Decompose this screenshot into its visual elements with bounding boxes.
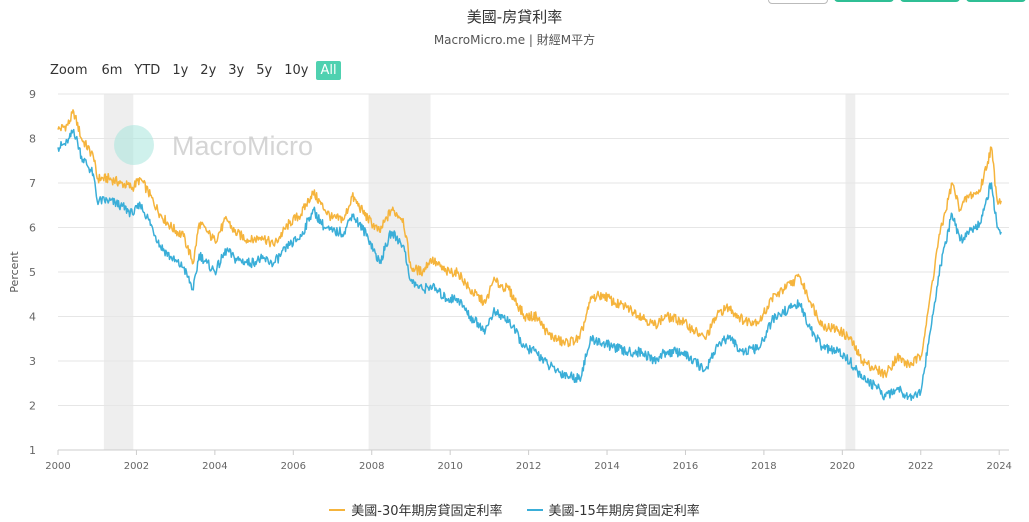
export-button-2[interactable]: [834, 0, 894, 2]
x-tick-label: 2014: [594, 461, 619, 472]
x-tick-label: 2024: [986, 461, 1011, 472]
series-lines: [57, 109, 1002, 402]
watermark: MacroMicro: [114, 125, 313, 165]
zoom-label: Zoom: [50, 62, 88, 78]
y-tick-label: 2: [29, 400, 36, 413]
watermark-logo-icon: [114, 125, 154, 165]
y-tick-label: 7: [29, 177, 36, 190]
legend: 美國-30年期房貸固定利率 美國-15年期房貸固定利率: [0, 500, 1029, 519]
legend-item-30y[interactable]: 美國-30年期房貸固定利率: [329, 500, 503, 519]
y-tick-label: 4: [29, 311, 36, 324]
series-line-15y[interactable]: [57, 128, 1002, 402]
x-tick-label: 2002: [124, 461, 149, 472]
range-button-10y[interactable]: 10y: [284, 62, 309, 78]
x-tick-label: 2000: [45, 461, 70, 472]
y-tick-label: 5: [29, 266, 36, 279]
export-button-4[interactable]: [966, 0, 1026, 2]
y-axis-label: Percent: [8, 251, 21, 293]
x-tick-label: 2006: [281, 461, 306, 472]
chart-subtitle: MacroMicro.me | 財經M平方: [433, 33, 596, 47]
x-tick-label: 2008: [359, 461, 384, 472]
range-button-5y[interactable]: 5y: [256, 62, 273, 78]
chart-title: 美國-房貸利率: [466, 8, 563, 26]
legend-swatch-15y: [526, 508, 543, 511]
range-selector: Zoom 6m YTD 1y 2y 3y 5y 10y All: [50, 60, 345, 80]
legend-label-15y: 美國-15年期房貸固定利率: [548, 504, 700, 519]
range-button-2y[interactable]: 2y: [200, 62, 217, 78]
range-button-1y[interactable]: 1y: [172, 62, 189, 78]
x-tick-label: 2004: [202, 461, 227, 472]
export-button-3[interactable]: [900, 0, 960, 2]
y-tick-label: 3: [29, 355, 36, 368]
range-button-6m[interactable]: 6m: [101, 62, 123, 78]
axes: 1 2 3 4 5 6 7 8 9 2000 2002 2004 2006 2008 2010 2012 201…: [29, 88, 1012, 472]
x-tick-label: 2016: [673, 461, 698, 472]
legend-label-30y: 美國-30年期房貸固定利率: [351, 504, 503, 519]
legend-item-15y[interactable]: 美國-15年期房貸固定利率: [526, 500, 700, 519]
x-tick-label: 2012: [516, 461, 541, 472]
x-tick-label: 2010: [437, 461, 462, 472]
range-button-3y[interactable]: 3y: [228, 62, 245, 78]
x-tick-label: 2020: [830, 461, 855, 472]
legend-swatch-30y: [329, 508, 346, 511]
x-tick-label: 2022: [908, 461, 933, 472]
range-button-ytd[interactable]: YTD: [134, 62, 161, 78]
line-chart: MacroMicro 1 2 3 4 5 6 7 8 9 2000 2002 2004 2006 2008…: [8, 88, 1012, 472]
y-tick-label: 9: [29, 88, 36, 101]
y-tick-label: 6: [29, 222, 36, 235]
range-button-all[interactable]: All: [316, 60, 341, 80]
y-tick-label: 1: [29, 444, 36, 457]
x-tick-label: 2018: [751, 461, 776, 472]
series-line-30y[interactable]: [57, 109, 1002, 379]
watermark-text: MacroMicro: [172, 131, 313, 161]
y-tick-label: 8: [29, 133, 36, 146]
